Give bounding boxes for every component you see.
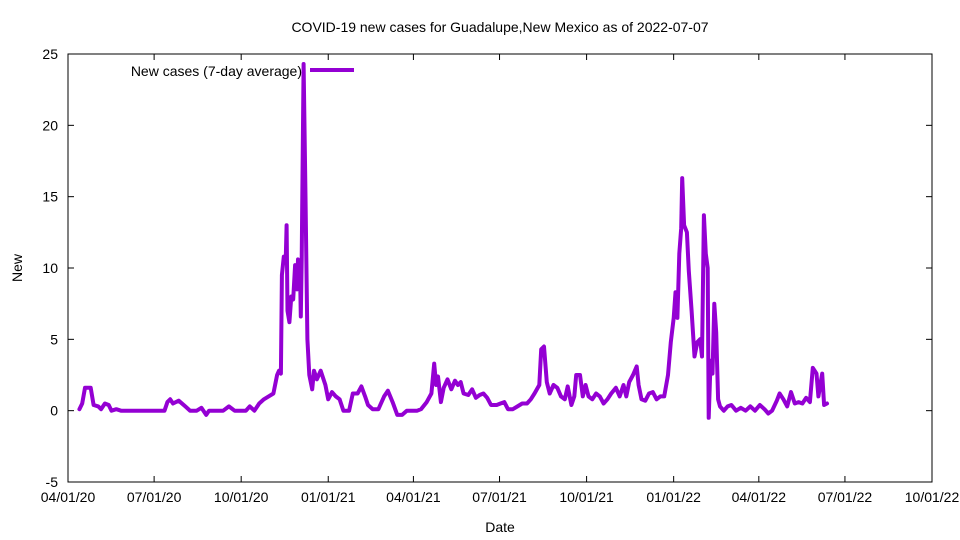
y-tick-label: 5: [50, 331, 58, 347]
x-axis-label: Date: [485, 519, 515, 535]
y-tick-labels: -5 0 5 10 15 20 25: [42, 46, 58, 490]
series-line: [77, 62, 829, 420]
x-tick-label: 10/01/21: [559, 489, 614, 505]
legend: New cases (7-day average): [131, 63, 354, 79]
x-tick-label: 07/01/20: [127, 489, 182, 505]
x-tick-label: 01/01/21: [301, 489, 356, 505]
plot-frame: [67, 53, 933, 483]
y-tick-label: 20: [42, 117, 58, 133]
x-tick-label: 10/01/22: [905, 489, 960, 505]
x-tick-label: 04/01/20: [41, 489, 96, 505]
x-tick-label: 04/01/22: [732, 489, 787, 505]
y-tick-label: 0: [50, 403, 58, 419]
series-layer: [77, 62, 829, 420]
x-tick-label: 04/01/21: [386, 489, 441, 505]
x-tick-label: 01/01/22: [646, 489, 701, 505]
y-tick-label: 25: [42, 46, 58, 62]
x-tick-label: 07/01/22: [818, 489, 873, 505]
y-tick-label: 10: [42, 260, 58, 276]
legend-label: New cases (7-day average): [131, 63, 302, 79]
y-tick-label: -5: [46, 474, 59, 490]
chart-title: COVID-19 new cases for Guadalupe,New Mex…: [291, 19, 708, 35]
x-tick-label: 07/01/21: [472, 489, 527, 505]
axis-ticks: [67, 53, 933, 483]
x-tick-labels: 04/01/20 07/01/20 10/01/20 01/01/21 04/01/21…: [41, 489, 960, 505]
y-axis-label: New: [9, 253, 25, 282]
y-tick-label: 15: [42, 189, 58, 205]
x-tick-label: 10/01/20: [214, 489, 269, 505]
